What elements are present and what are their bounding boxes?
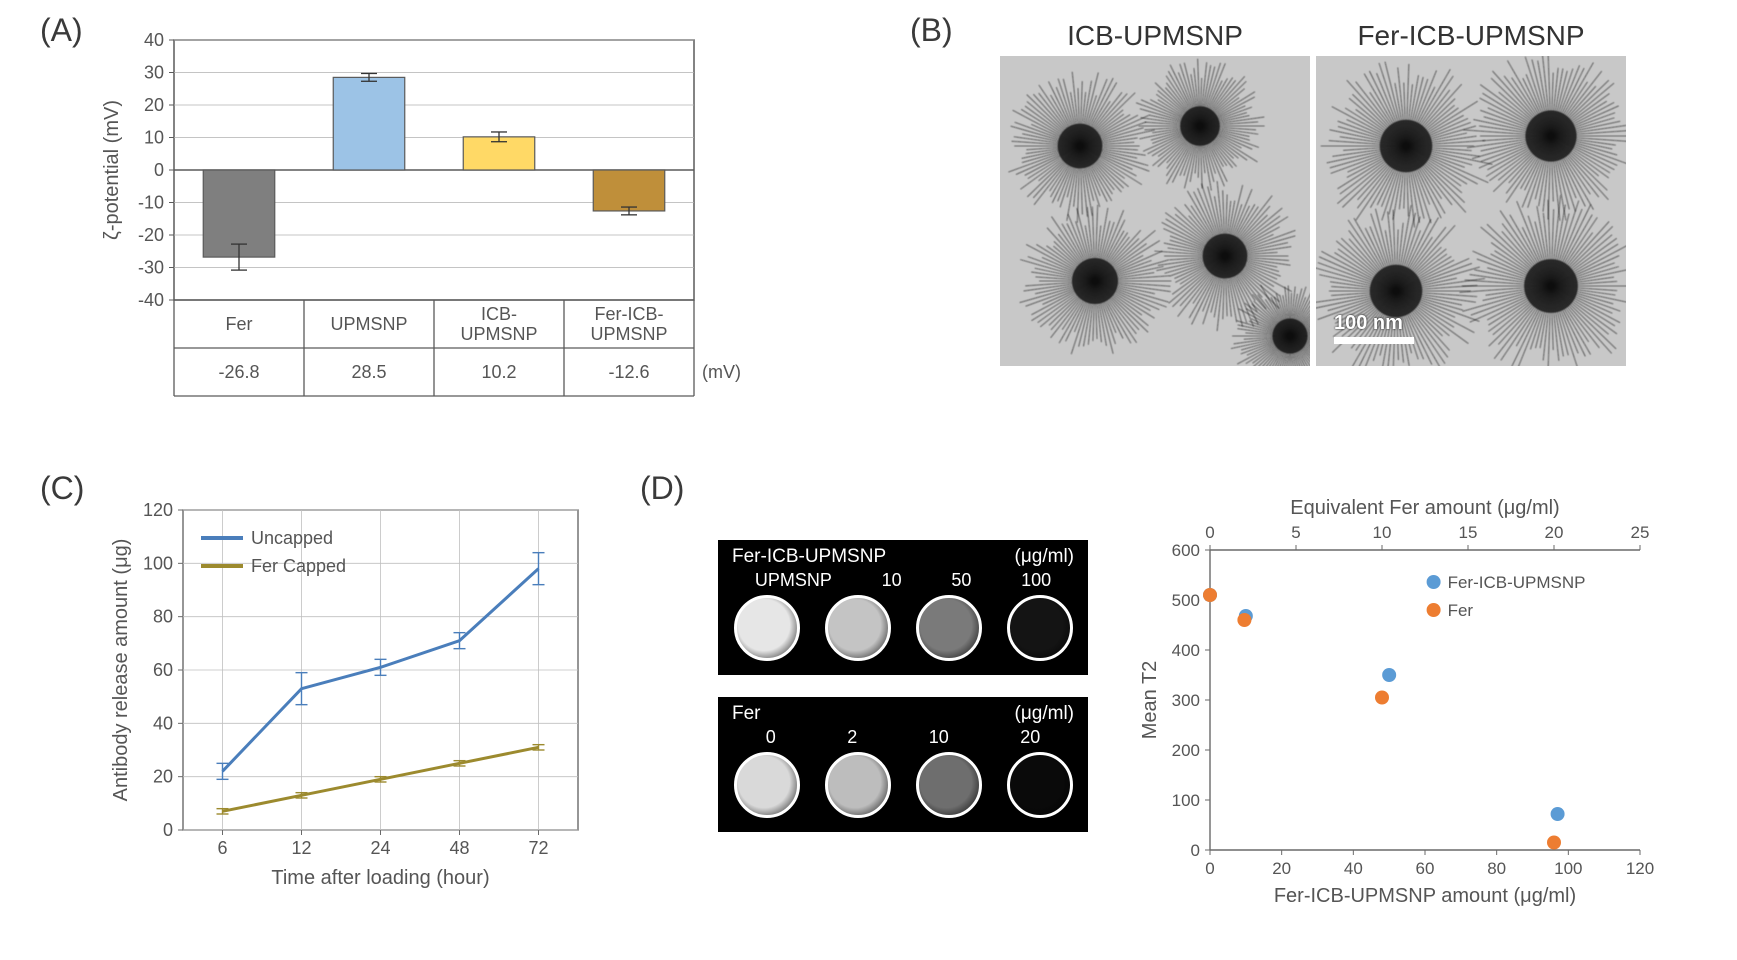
svg-text:20: 20 [144, 95, 164, 115]
svg-text:5: 5 [1291, 523, 1300, 542]
svg-text:-20: -20 [138, 225, 164, 245]
svg-text:Uncapped: Uncapped [251, 528, 333, 548]
svg-text:20: 20 [153, 767, 173, 787]
svg-text:ζ-potential (mV): ζ-potential (mV) [101, 100, 123, 240]
svg-text:300: 300 [1172, 691, 1200, 710]
svg-text:10.2: 10.2 [481, 362, 516, 382]
mri-well [825, 752, 891, 818]
mri-well-label: 50 [951, 570, 971, 591]
svg-text:Fer: Fer [226, 314, 253, 334]
svg-text:200: 200 [1172, 741, 1200, 760]
svg-text:0: 0 [1205, 859, 1214, 878]
svg-text:60: 60 [153, 660, 173, 680]
release-line-chart: 0 20 40 60 80 100 120 6 12 24 48 72 Time after loadi… [105, 498, 605, 918]
svg-text:80: 80 [153, 607, 173, 627]
svg-text:0: 0 [1205, 523, 1214, 542]
mri-bottom-unit: (μg/ml) [1015, 703, 1075, 725]
svg-text:15: 15 [1459, 523, 1478, 542]
svg-text:600: 600 [1172, 541, 1200, 560]
svg-text:Equivalent Fer amount (μg/ml): Equivalent Fer amount (μg/ml) [1290, 497, 1559, 519]
svg-text:24: 24 [370, 838, 390, 858]
svg-text:ICB-: ICB- [481, 304, 517, 324]
svg-text:(mV): (mV) [702, 362, 741, 382]
tem-image-icb [1000, 56, 1310, 366]
mri-well-label: 2 [847, 727, 857, 748]
panel-b-label: (B) [910, 12, 953, 49]
svg-text:Fer-ICB-UPMSNP amount (μg/ml): Fer-ICB-UPMSNP amount (μg/ml) [1274, 885, 1576, 907]
mri-phantom-block: Fer-ICB-UPMSNP (μg/ml) UPMSNP1050100 Fer… [718, 540, 1088, 832]
mri-bottom-title: Fer [732, 703, 761, 725]
svg-text:120: 120 [143, 500, 173, 520]
mri-well [734, 752, 800, 818]
mri-top-block: Fer-ICB-UPMSNP (μg/ml) UPMSNP 10 50 100 [718, 540, 1088, 675]
mri-well [1007, 595, 1073, 661]
svg-text:400: 400 [1172, 641, 1200, 660]
mri-well-label: 10 [882, 570, 902, 591]
svg-text:Fer-ICB-: Fer-ICB- [595, 304, 664, 324]
mri-well [825, 595, 891, 661]
svg-text:UPMSNP: UPMSNP [330, 314, 407, 334]
svg-text:-12.6: -12.6 [608, 362, 649, 382]
tem-image-fer-icb: 100 nm [1316, 56, 1626, 366]
panel-a-label: (A) [40, 12, 83, 49]
svg-text:0: 0 [163, 820, 173, 840]
mri-top-title: Fer-ICB-UPMSNP [732, 546, 886, 568]
svg-text:Antibody release amount (μg): Antibody release amount (μg) [110, 539, 132, 802]
tem-right-title: Fer-ICB-UPMSNP [1316, 20, 1626, 52]
scalebar: 100 nm [1334, 312, 1414, 344]
svg-text:500: 500 [1172, 591, 1200, 610]
svg-text:28.5: 28.5 [351, 362, 386, 382]
svg-text:Fer: Fer [1448, 601, 1474, 620]
svg-text:120: 120 [1626, 859, 1654, 878]
svg-text:-26.8: -26.8 [218, 362, 259, 382]
svg-text:20: 20 [1272, 859, 1291, 878]
svg-text:UPMSNP: UPMSNP [460, 324, 537, 344]
svg-text:12: 12 [291, 838, 311, 858]
panel-d-label: (D) [640, 470, 684, 507]
svg-text:25: 25 [1631, 523, 1650, 542]
mri-well-label: 10 [929, 727, 949, 748]
scalebar-text: 100 nm [1334, 312, 1403, 334]
svg-text:Fer Capped: Fer Capped [251, 556, 346, 576]
svg-text:-30: -30 [138, 258, 164, 278]
panel-c-label: (C) [40, 470, 84, 507]
svg-text:100: 100 [1554, 859, 1582, 878]
svg-text:40: 40 [144, 30, 164, 50]
mri-well-label: 0 [766, 727, 776, 748]
svg-text:10: 10 [144, 128, 164, 148]
mri-well-label: 100 [1021, 570, 1051, 591]
tem-image-pair: ICB-UPMSNP Fer-ICB-UPMSNP 100 nm [1000, 20, 1626, 366]
svg-text:100: 100 [143, 553, 173, 573]
svg-text:-10: -10 [138, 193, 164, 213]
mri-bottom-block: Fer (μg/ml) 0 2 10 20 [718, 697, 1088, 832]
t2-scatter-chart: 0 100 200 300 400 500 600 0 20 40 60 80 100 120 0 5 10 15… [1130, 490, 1690, 930]
svg-text:72: 72 [528, 838, 548, 858]
mri-well [1007, 752, 1073, 818]
svg-text:6: 6 [217, 838, 227, 858]
svg-text:48: 48 [449, 838, 469, 858]
svg-text:0: 0 [1191, 841, 1200, 860]
svg-text:60: 60 [1416, 859, 1435, 878]
svg-text:10: 10 [1373, 523, 1392, 542]
mri-top-unit: (μg/ml) [1015, 546, 1075, 568]
tem-left-title: ICB-UPMSNP [1000, 20, 1310, 52]
svg-text:100: 100 [1172, 791, 1200, 810]
svg-text:40: 40 [153, 713, 173, 733]
svg-text:40: 40 [1344, 859, 1363, 878]
svg-text:30: 30 [144, 63, 164, 83]
svg-text:80: 80 [1487, 859, 1506, 878]
svg-text:Fer-ICB-UPMSNP: Fer-ICB-UPMSNP [1448, 573, 1586, 592]
svg-text:0: 0 [154, 160, 164, 180]
mri-well-label: UPMSNP [755, 570, 832, 591]
svg-text:-40: -40 [138, 290, 164, 310]
svg-text:Mean T2: Mean T2 [1139, 661, 1161, 740]
mri-well [916, 752, 982, 818]
zeta-potential-chart: -40 -30 -20 -10 0 10 20 30 40 ζ-potential (mV) Fer… [100, 30, 750, 420]
svg-text:20: 20 [1545, 523, 1564, 542]
svg-text:UPMSNP: UPMSNP [590, 324, 667, 344]
mri-well-label: 20 [1020, 727, 1040, 748]
svg-text:Time after loading (hour): Time after loading (hour) [271, 867, 489, 889]
mri-well [734, 595, 800, 661]
mri-well [916, 595, 982, 661]
